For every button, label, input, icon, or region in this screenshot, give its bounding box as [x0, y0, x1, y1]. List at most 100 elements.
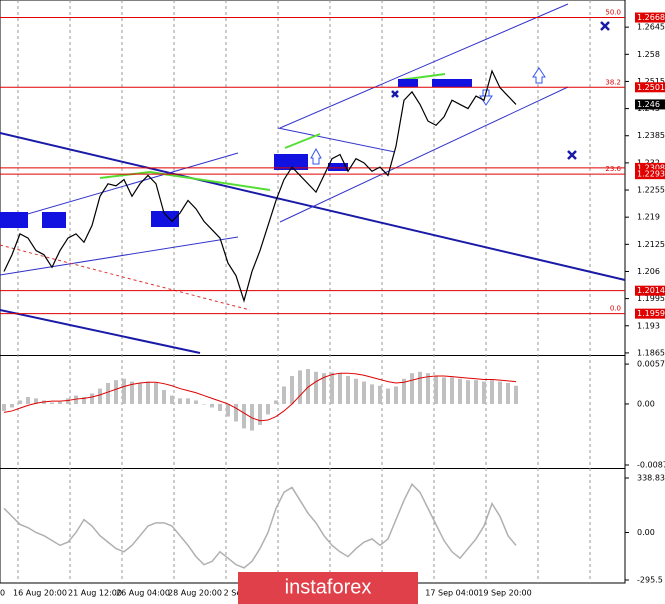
macd-bar — [258, 403, 262, 425]
macd-bar — [130, 381, 134, 404]
macd-bar — [474, 380, 478, 404]
x-tick-label: 21 Aug 12:00 — [68, 589, 122, 598]
macd-bar — [210, 403, 214, 408]
y-tick-label: 338.8377 — [637, 474, 665, 483]
y-tick-label: 1.258 — [637, 50, 660, 59]
y-tick-label: 1.1865 — [637, 348, 665, 357]
macd-bar — [154, 382, 158, 404]
macd-bar — [394, 386, 398, 404]
macd-bar — [282, 386, 286, 404]
macd-bar — [10, 403, 14, 408]
macd-bar — [18, 400, 22, 404]
macd-bar — [178, 398, 182, 404]
macd-bar — [34, 398, 38, 404]
macd-bar — [386, 388, 390, 404]
y-tick-label: 0.00 — [637, 399, 655, 408]
macd-bar — [346, 375, 350, 404]
macd-bar — [114, 380, 118, 404]
macd-bar — [58, 401, 62, 404]
macd-bar — [410, 373, 414, 404]
x-tick-label: 2 Sep — [224, 589, 247, 598]
arrows — [310, 67, 546, 165]
x-tick-label: 16 Aug 20:00 — [13, 589, 67, 598]
macd-bar — [106, 382, 110, 404]
y-tick-label: 1.193 — [637, 321, 660, 330]
macd-bar — [306, 368, 310, 404]
fib-label: 23.6 — [605, 165, 621, 173]
macd-bar — [146, 381, 150, 404]
y-tick-label: -295.5 — [637, 576, 663, 585]
macd-bar — [322, 373, 326, 404]
macd-bar — [66, 398, 70, 404]
macd-bar — [50, 402, 54, 404]
macd-bar — [498, 381, 502, 404]
y-tick-label: 0.00 — [637, 528, 655, 537]
macd-bar — [442, 377, 446, 404]
macd-bar — [514, 385, 518, 404]
macd-bar — [162, 389, 166, 404]
level-box — [635, 169, 665, 180]
y-tick-label: 0.0057 — [637, 360, 665, 369]
macd-bar — [74, 395, 78, 404]
level-box — [635, 99, 665, 110]
signal-line — [3, 372, 517, 422]
y-tick-label: 1.1995 — [637, 294, 665, 303]
y-tick-label: 1.219 — [637, 213, 660, 222]
macd-bar — [2, 403, 6, 411]
macd-bar — [202, 403, 206, 405]
macd-bar — [98, 388, 102, 404]
macd-bar — [234, 403, 238, 422]
macd-bar — [170, 395, 174, 404]
macd-bar — [434, 375, 438, 404]
y-tick-label: -0.00873 — [637, 461, 665, 470]
x-tick-label: 19 Sep 20:00 — [478, 589, 531, 598]
level-label: 1.2293 — [637, 170, 665, 179]
macd-bar — [418, 371, 422, 404]
macd-bar — [122, 378, 126, 404]
macd-bar — [82, 396, 86, 404]
macd-bar — [370, 384, 374, 404]
y-tick-label: 1.2255 — [637, 186, 665, 195]
level-label: 1.246 — [637, 100, 660, 109]
logo-box — [238, 572, 418, 604]
macd-bar — [314, 371, 318, 404]
macd-bar — [330, 372, 334, 404]
macd-bar — [138, 382, 142, 404]
level-box — [635, 285, 665, 296]
macd-bar — [378, 385, 382, 404]
macd-bar — [362, 381, 366, 404]
fib-label: 38.2 — [605, 78, 621, 86]
x-tick-label: 26 Aug 04:00 — [116, 589, 170, 598]
cci-line — [3, 482, 517, 569]
macd-bar — [354, 378, 358, 404]
macd-bar — [274, 400, 278, 404]
macd-bar — [338, 373, 342, 404]
price-line — [3, 69, 517, 303]
macd-bar — [402, 378, 406, 404]
logo: instaforex — [285, 576, 372, 598]
x-tick-label: 00 — [0, 589, 5, 598]
macd-bar — [450, 377, 454, 404]
level-box — [635, 82, 665, 93]
y-tick-label: 1.232 — [637, 158, 660, 167]
y-tick-label: 1.206 — [637, 267, 660, 276]
y-tick-label: 1.2645 — [637, 23, 665, 32]
macd-bar — [426, 373, 430, 404]
macd-bar — [218, 403, 222, 411]
macd-bar — [490, 380, 494, 404]
crosses — [391, 21, 610, 160]
x-tick-label: 28 Aug 20:00 — [168, 589, 222, 598]
y-tick-label: 1.2385 — [637, 131, 665, 140]
level-label: 1.2668 — [637, 13, 665, 22]
macd-bar — [482, 381, 486, 404]
level-label: 1.1959 — [637, 309, 665, 318]
x-tick-label: 17 Sep 04:00 — [425, 589, 478, 598]
fib-label: 50.0 — [605, 9, 621, 17]
fib-label: 0.0 — [610, 305, 621, 313]
macd-bar — [466, 380, 470, 404]
macd-bar — [250, 403, 254, 431]
macd-bar — [226, 403, 230, 417]
macd-bar — [242, 403, 246, 429]
macd-bar — [290, 375, 294, 404]
